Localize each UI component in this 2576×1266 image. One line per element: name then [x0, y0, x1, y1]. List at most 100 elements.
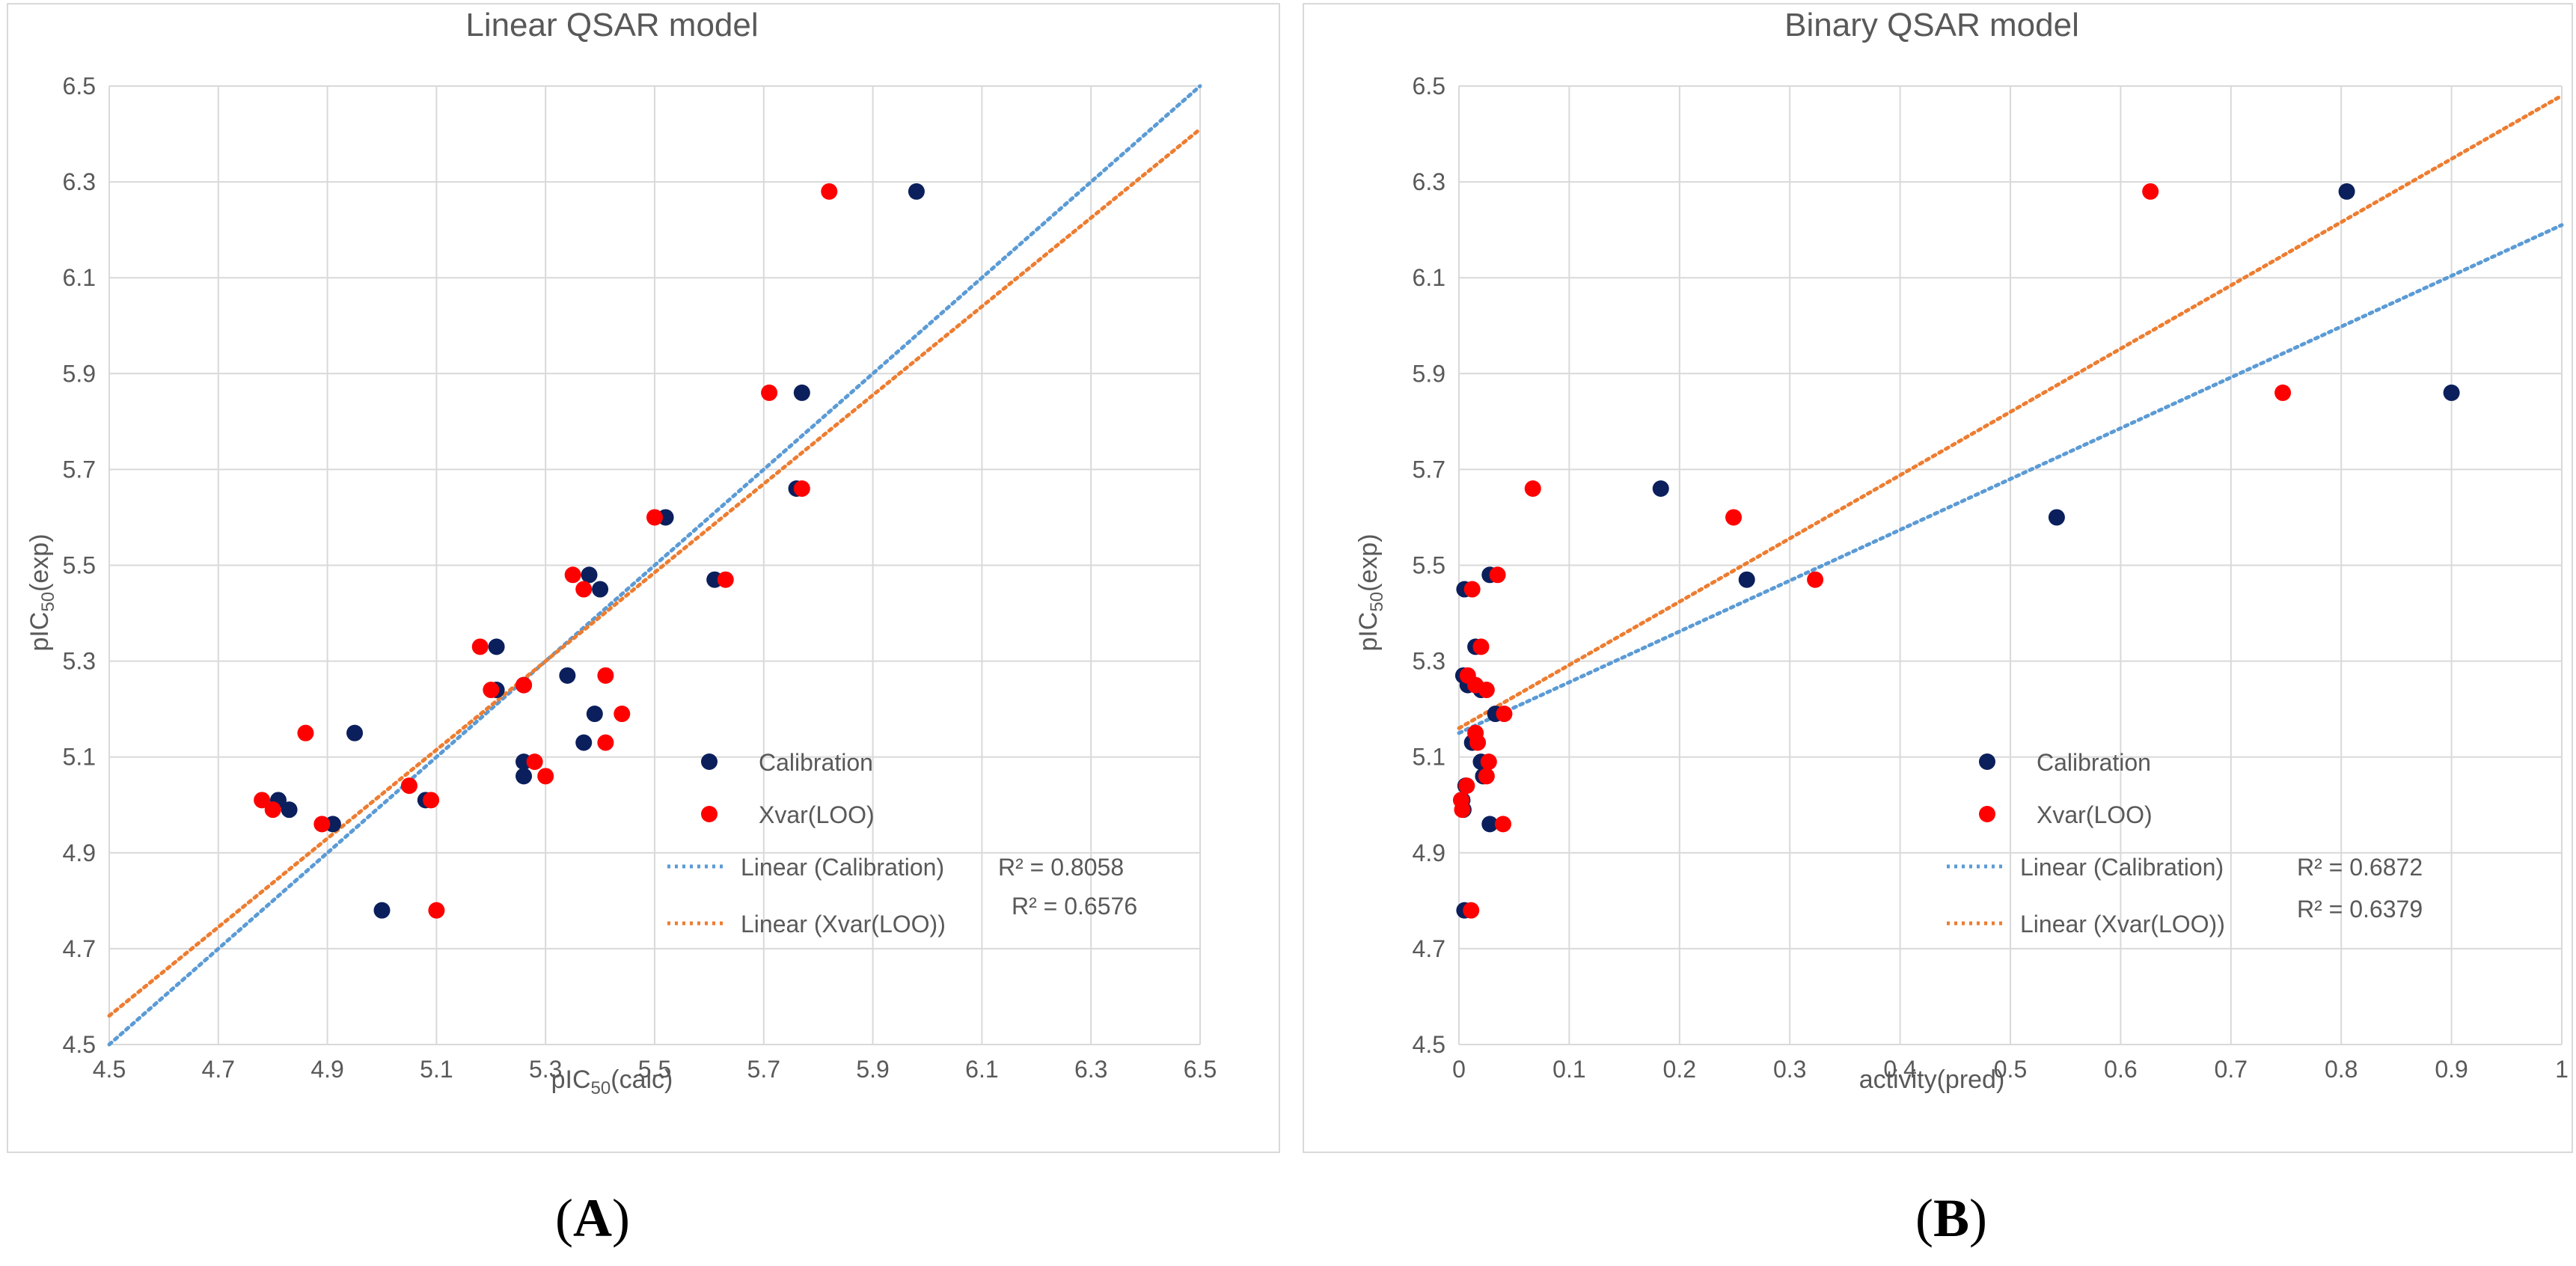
point-xvar	[2274, 384, 2292, 401]
chart-panel-binary-qsar: Binary QSAR model 0 0.1 0.2 0.3 0.4 0.5 0.6 0.7…	[1303, 3, 2573, 1248]
legend-label-calibration: Calibration	[2037, 749, 2151, 776]
grid	[1458, 85, 2563, 1045]
x-tick-label: 0.2	[1663, 1056, 1696, 1083]
point-xvar	[1459, 667, 1476, 684]
legend-marker-calibration	[701, 753, 718, 770]
legend-label-calibration: Calibration	[759, 749, 873, 776]
y-tick-label: 4.7	[63, 935, 96, 962]
point-xvar	[564, 566, 581, 584]
chart-title: Binary QSAR model	[1784, 7, 2079, 43]
point-xvar	[597, 734, 614, 751]
point-xvar	[1489, 566, 1506, 584]
point-xvar	[423, 792, 440, 809]
tick-labels: 0 0.1 0.2 0.3 0.4 0.5 0.6 0.7 0.8 0.9 1 4.5 4.7 4.9 5.…	[1413, 73, 2569, 1083]
x-tick-label: 5.7	[747, 1056, 780, 1083]
point-xvar	[526, 753, 543, 771]
point-calibration	[346, 724, 364, 741]
point-xvar	[1478, 768, 1495, 785]
legend-label-xvar: Xvar(LOO)	[759, 801, 875, 828]
r2-xvar: R² = 0.6379	[2297, 896, 2423, 923]
y-tick-label: 5.3	[1413, 648, 1445, 675]
point-xvar	[483, 682, 500, 699]
y-tick-label: 5.5	[1413, 552, 1445, 579]
point-xvar	[1463, 902, 1480, 919]
legend-label-linear-xvar: Linear (Xvar(LOO))	[741, 911, 946, 938]
y-tick-label: 5.1	[1413, 744, 1445, 771]
x-tick-label: 0.5	[1994, 1056, 2027, 1083]
x-tick-label: 0.3	[1773, 1056, 1806, 1083]
point-calibration	[559, 667, 576, 684]
x-tick-label: 0.7	[2215, 1056, 2248, 1083]
legend-label-linear-calibration: Linear (Calibration)	[2020, 854, 2224, 881]
y-tick-label: 4.5	[63, 1031, 96, 1058]
point-calibration	[2443, 384, 2460, 401]
tick-labels: 4.5 4.7 4.9 5.1 5.3 5.5 5.7 5.9 6.1 6.3 6.5 4.5 4.7 4…	[63, 73, 1217, 1083]
point-calibration	[281, 801, 298, 819]
x-tick-label: 1	[2555, 1056, 2569, 1083]
chart-frame	[7, 3, 1280, 1153]
legend: Calibration Xvar(LOO) Linear (Calibratio…	[1947, 749, 2423, 938]
point-xvar	[471, 638, 489, 655]
x-tick-label: 4.7	[202, 1056, 235, 1083]
point-xvar	[1496, 706, 1513, 723]
legend-label-linear-xvar: Linear (Xvar(LOO))	[2020, 911, 2225, 938]
point-xvar	[1472, 638, 1490, 655]
point-xvar	[646, 509, 663, 526]
x-tick-label: 4.9	[310, 1056, 343, 1083]
point-xvar	[1807, 571, 1824, 588]
x-axis-label: pIC50(calc)	[551, 1065, 673, 1098]
x-tick-label: 6.5	[1184, 1056, 1217, 1083]
point-xvar	[761, 384, 778, 401]
point-xvar	[1458, 777, 1475, 795]
point-calibration	[1481, 816, 1499, 833]
r2-xvar: R² = 0.6576	[1012, 893, 1137, 920]
x-tick-label: 4.5	[93, 1056, 126, 1083]
x-tick-label: 0.4	[1883, 1056, 1916, 1083]
x-tick-label: 0.6	[2104, 1056, 2137, 1083]
point-calibration	[2048, 509, 2065, 526]
trendline-calibration	[1457, 223, 2564, 736]
y-tick-label: 6.3	[1413, 168, 1445, 195]
legend-marker-xvar	[1979, 806, 1995, 822]
point-calibration	[1652, 480, 1669, 498]
point-calibration	[793, 384, 810, 401]
trendline-calibration	[107, 84, 1202, 1047]
y-tick-label: 5.7	[1413, 456, 1445, 483]
trendlines	[1457, 94, 2564, 736]
point-calibration	[515, 768, 533, 785]
x-tick-label: 0.8	[2325, 1056, 2358, 1083]
y-tick-label: 4.9	[63, 840, 96, 866]
point-calibration	[575, 734, 593, 751]
trendline-xvar	[1457, 94, 2564, 730]
panel-label-b: (B)	[1915, 1188, 1987, 1248]
legend-label-linear-calibration: Linear (Calibration)	[741, 854, 944, 881]
y-tick-label: 5.7	[63, 456, 96, 483]
x-tick-label: 0.9	[2435, 1056, 2468, 1083]
point-calibration	[581, 566, 598, 584]
data-points	[1452, 183, 2460, 919]
point-xvar	[597, 667, 614, 684]
point-calibration	[373, 902, 391, 919]
panel-label-a: (A)	[555, 1188, 630, 1248]
data-points	[254, 183, 925, 919]
point-xvar	[821, 183, 838, 200]
legend-label-xvar: Xvar(LOO)	[2037, 801, 2153, 828]
y-axis-label: pIC50(exp)	[25, 533, 58, 651]
legend: Calibration Xvar(LOO) Linear (Calibratio…	[667, 749, 1137, 938]
grid	[108, 85, 1201, 1045]
x-tick-label: 6.1	[965, 1056, 998, 1083]
point-xvar	[400, 777, 417, 795]
point-xvar	[1480, 753, 1497, 771]
point-xvar	[264, 801, 281, 819]
x-axis-label: activity(pred)	[1859, 1065, 2005, 1094]
y-tick-label: 5.9	[1413, 360, 1445, 387]
y-tick-label: 6.5	[63, 73, 96, 100]
point-calibration	[1738, 571, 1755, 588]
y-axis-label: pIC50(exp)	[1354, 533, 1387, 651]
point-xvar	[537, 768, 554, 785]
x-tick-label: 0	[1452, 1056, 1466, 1083]
point-xvar	[1524, 480, 1541, 498]
point-xvar	[515, 676, 533, 694]
y-tick-label: 5.9	[63, 360, 96, 387]
point-xvar	[1463, 581, 1481, 598]
